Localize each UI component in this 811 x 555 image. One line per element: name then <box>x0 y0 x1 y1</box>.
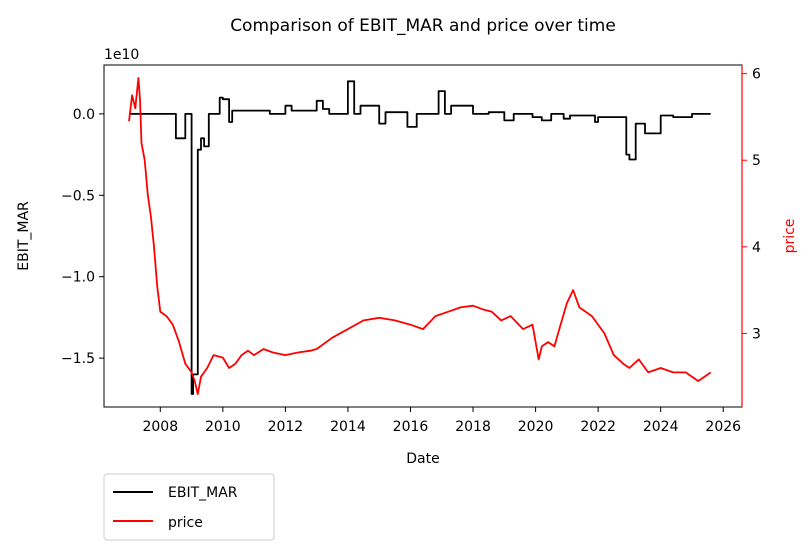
x-tick-label: 2026 <box>705 419 741 435</box>
legend-box <box>103 473 275 541</box>
right-tick-label: 6 <box>752 67 761 83</box>
right-axis-ticks: 3 4 5 6 <box>742 67 761 342</box>
left-tick-label: −0.5 <box>61 188 95 204</box>
series-layer <box>128 77 712 395</box>
x-tick-label: 2024 <box>643 419 679 435</box>
x-tick-label: 2008 <box>142 419 178 435</box>
x-tick-label: 2010 <box>205 419 241 435</box>
left-axis-label: EBIT_MAR <box>16 201 32 271</box>
x-tick-label: 2022 <box>580 419 616 435</box>
right-tick-label: 3 <box>752 326 761 342</box>
series-line-ebit-mar <box>129 80 711 395</box>
x-tick-label: 2016 <box>393 419 429 435</box>
legend-label-ebit-mar: EBIT_MAR <box>168 485 238 501</box>
left-tick-label: 0.0 <box>73 107 95 123</box>
x-tick-label: 2020 <box>518 419 554 435</box>
left-tick-label: −1.5 <box>61 351 95 367</box>
left-axis-ticks: 0.0 −0.5 −1.0 −1.5 <box>61 107 104 367</box>
x-axis-ticks: 2008 2010 2012 2014 2016 2018 2020 2022 2024 2026 <box>142 407 741 435</box>
chart-title: Comparison of EBIT_MAR and price over ti… <box>230 16 616 36</box>
x-tick-label: 2012 <box>268 419 304 435</box>
x-tick-label: 2014 <box>330 419 366 435</box>
left-tick-label: −1.0 <box>61 270 95 286</box>
right-axis-label: price <box>782 219 798 254</box>
right-tick-label: 4 <box>752 240 761 256</box>
x-tick-label: 2018 <box>455 419 491 435</box>
legend-label-price: price <box>168 515 203 531</box>
right-tick-label: 5 <box>752 153 761 169</box>
left-axis-offset-text: 1e10 <box>104 47 139 63</box>
series-line-price <box>128 77 712 395</box>
plot-frame <box>103 64 743 408</box>
x-axis-label: Date <box>406 451 439 467</box>
legend: EBIT_MAR price <box>103 473 275 541</box>
